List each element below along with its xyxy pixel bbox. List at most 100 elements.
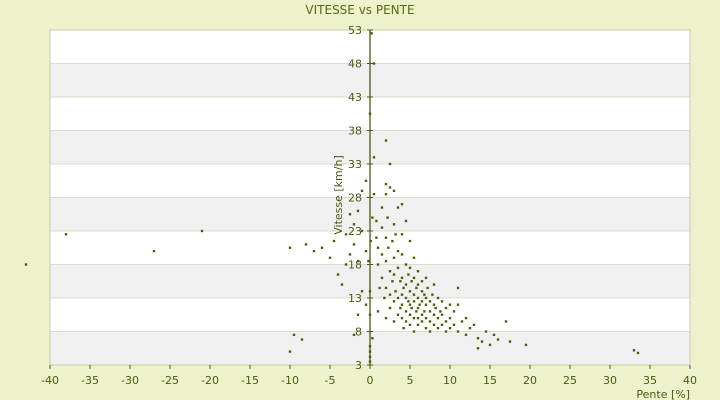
y-tick-label: 8: [355, 326, 362, 339]
data-point: [408, 239, 412, 243]
data-point: [400, 293, 404, 296]
data-point: [436, 326, 440, 330]
data-point: [428, 330, 432, 333]
data-point: [420, 313, 424, 316]
data-point: [372, 62, 376, 65]
data-point: [392, 256, 396, 259]
data-point: [432, 283, 436, 286]
data-point: [404, 320, 408, 323]
data-point: [370, 32, 373, 35]
data-point: [360, 229, 364, 233]
data-point: [439, 310, 442, 313]
data-point: [444, 320, 448, 323]
data-point: [424, 316, 428, 320]
data-point: [412, 256, 416, 259]
data-point: [456, 286, 460, 290]
x-axis-label: Pente [%]: [636, 388, 690, 400]
chart-title: VITESSE vs PENTE: [305, 3, 414, 17]
data-point: [368, 360, 372, 363]
data-point: [424, 276, 428, 280]
data-point: [392, 273, 396, 276]
data-point: [524, 343, 528, 347]
data-point: [372, 156, 376, 159]
data-point: [408, 266, 412, 270]
data-point: [328, 256, 332, 259]
data-point: [428, 320, 432, 323]
y-tick-label: 3: [355, 359, 362, 372]
data-point: [344, 233, 348, 236]
data-point: [412, 276, 416, 280]
data-point: [424, 326, 428, 330]
data-point: [404, 310, 408, 313]
data-point: [404, 263, 408, 266]
data-point: [388, 270, 392, 273]
data-point: [352, 223, 356, 226]
data-point: [399, 280, 402, 283]
y-tick-label: 23: [348, 225, 362, 238]
data-point: [384, 192, 388, 196]
data-point: [392, 189, 396, 192]
data-point: [400, 316, 404, 320]
data-point: [340, 283, 344, 286]
data-point: [380, 276, 384, 280]
data-point: [368, 355, 372, 359]
y-tick-label: 28: [348, 192, 362, 205]
data-point: [356, 209, 360, 213]
data-point: [384, 139, 388, 142]
data-point: [376, 310, 380, 313]
data-point: [432, 313, 436, 316]
x-tick-label: -35: [81, 374, 99, 387]
data-point: [378, 286, 381, 290]
data-point: [432, 323, 436, 326]
data-point: [415, 286, 418, 290]
data-point: [396, 313, 400, 316]
data-point: [408, 303, 412, 306]
data-point: [336, 273, 340, 276]
data-point: [368, 345, 372, 348]
data-point: [420, 300, 424, 303]
data-point: [412, 330, 416, 333]
data-points: [24, 32, 640, 363]
data-point: [404, 219, 408, 223]
data-point: [388, 162, 392, 166]
data-point: [367, 259, 370, 263]
data-point: [384, 236, 388, 239]
data-point: [344, 263, 348, 266]
data-point: [371, 216, 374, 219]
data-point: [376, 246, 380, 249]
data-point: [444, 306, 448, 310]
data-point: [360, 290, 364, 293]
data-point: [399, 306, 402, 310]
data-point: [360, 189, 364, 192]
data-point: [412, 293, 416, 296]
data-point: [416, 306, 420, 310]
x-tick-label: -30: [121, 374, 139, 387]
data-point: [402, 286, 405, 290]
x-tick-label: -15: [241, 374, 259, 387]
data-point: [380, 253, 384, 256]
data-point: [304, 243, 308, 246]
x-tick-label: 5: [407, 374, 414, 387]
data-point: [386, 216, 389, 219]
data-point: [448, 316, 452, 320]
y-axis-label: Vitesse [km/h]: [332, 155, 345, 235]
data-point: [364, 303, 368, 306]
data-point: [400, 253, 404, 256]
data-point: [416, 316, 420, 320]
data-point: [412, 316, 416, 320]
data-point: [356, 313, 360, 316]
data-point: [496, 338, 500, 341]
x-tick-label: -10: [281, 374, 299, 387]
x-tick-label: 30: [603, 374, 617, 387]
data-point: [423, 310, 426, 313]
x-tick-label: 10: [443, 374, 457, 387]
data-point: [368, 313, 372, 316]
data-point: [24, 263, 28, 266]
data-point: [380, 206, 384, 209]
data-point: [456, 330, 460, 333]
data-point: [424, 303, 428, 306]
data-point: [408, 323, 412, 326]
x-axis-ticks: -40 -35 -30 -25 -20 -15 -10 -5 0 5 10 15 20 25 30 35 40: [41, 365, 697, 387]
data-point: [407, 273, 410, 276]
data-point: [402, 326, 405, 330]
